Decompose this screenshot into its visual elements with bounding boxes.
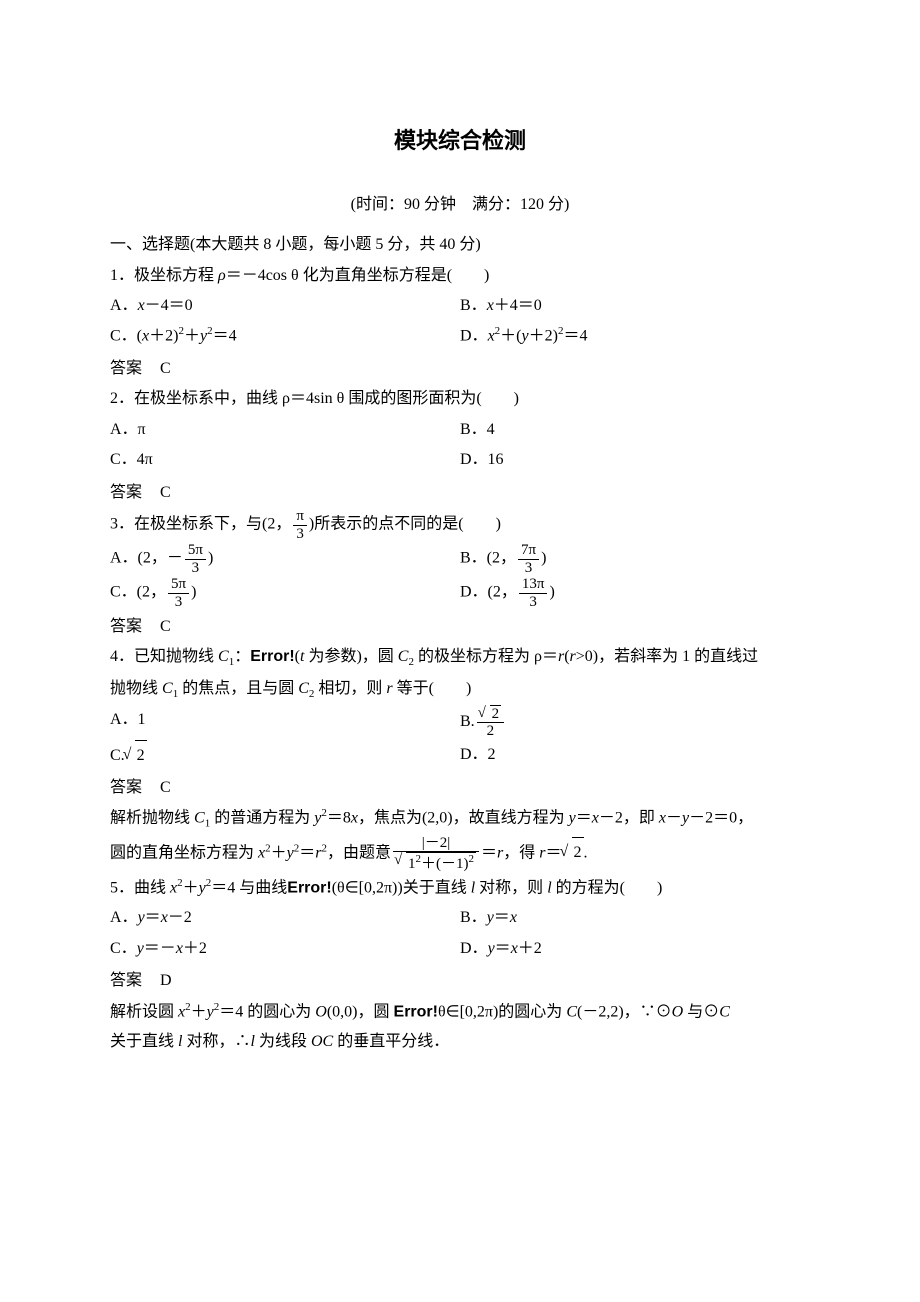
- q2-opt-b: B．4: [460, 415, 810, 445]
- q2-opt-d: D．16: [460, 445, 810, 475]
- q4-opt-d: D．2: [460, 740, 810, 771]
- q4-options: A．1 B.22 C.2 D．2: [110, 705, 810, 771]
- q5-opt-d: D．y＝x＋2: [460, 934, 810, 964]
- q4-stem-line2: 抛物线 C1 的焦点，且与圆 C2 相切，则 r 等于( ): [110, 674, 810, 705]
- q2-stem: 2．在极坐标系中，曲线 ρ＝4sin θ 围成的图形面积为( ): [110, 384, 810, 414]
- q5-jiexi-line2: 关于直线 l 对称，∴l 为线段 OC 的垂直平分线．: [110, 1027, 810, 1057]
- q1-stem: 1．极坐标方程 ρ＝－4cos θ 化为直角坐标方程是( ): [110, 261, 810, 291]
- q4-answer: 答案C: [110, 773, 810, 803]
- q4-jiexi-line1: 解析抛物线 C1 的普通方程为 y2＝8x，焦点为(2,0)，故直线方程为 y＝…: [110, 803, 810, 834]
- q1-answer: 答案C: [110, 354, 810, 384]
- q3-opt-b: B．(2，7π3): [460, 542, 810, 576]
- q3-options: A．(2，－5π3) B．(2，7π3) C．(2，5π3) D．(2，13π3…: [110, 542, 810, 610]
- q3-opt-c: C．(2，5π3): [110, 576, 460, 610]
- q5-stem: 5．曲线 x2＋y2＝4 与曲线Error!(θ∈[0,2π))关于直线 l 对…: [110, 873, 810, 904]
- q5-jiexi-line1: 解析设圆 x2＋y2＝4 的圆心为 O(0,0)，圆 Error!θ∈[0,2π…: [110, 997, 810, 1028]
- q5-options: A．y＝x－2 B．y＝x C．y＝－x＋2 D．y＝x＋2: [110, 903, 810, 964]
- q2-options: A．π B．4 C．4π D．16: [110, 415, 810, 476]
- q1-opt-c: C．(x＋2)2＋y2＝4: [110, 321, 460, 352]
- q3-stem: 3．在极坐标系下，与(2，π3)所表示的点不同的是( ): [110, 508, 810, 542]
- q3-opt-d: D．(2，13π3): [460, 576, 810, 610]
- q4-opt-a: A．1: [110, 705, 460, 740]
- q2-opt-a: A．π: [110, 415, 460, 445]
- q5-opt-c: C．y＝－x＋2: [110, 934, 460, 964]
- page-title: 模块综合检测: [110, 120, 810, 162]
- q3-answer: 答案C: [110, 612, 810, 642]
- q1-opt-d: D．x2＋(y＋2)2＝4: [460, 321, 810, 352]
- q3-opt-a: A．(2，－5π3): [110, 542, 460, 576]
- q5-opt-b: B．y＝x: [460, 903, 810, 933]
- q4-opt-c: C.2: [110, 740, 460, 771]
- q1-options: A．x－4＝0 B．x＋4＝0 C．(x＋2)2＋y2＝4 D．x2＋(y＋2)…: [110, 291, 810, 352]
- q5-opt-a: A．y＝x－2: [110, 903, 460, 933]
- q4-stem-line1: 4．已知抛物线 C1：Error!(t 为参数)，圆 C2 的极坐标方程为 ρ＝…: [110, 642, 810, 673]
- q2-opt-c: C．4π: [110, 445, 460, 475]
- q1-opt-a: A．x－4＝0: [110, 291, 460, 321]
- q4-jiexi-line2: 圆的直角坐标方程为 x2＋y2＝r2，由题意|－2|12＋(－1)2＝r，得 r…: [110, 835, 810, 873]
- q2-answer: 答案C: [110, 478, 810, 508]
- q4-opt-b: B.22: [460, 705, 810, 740]
- section-1-heading: 一、选择题(本大题共 8 小题，每小题 5 分，共 40 分): [110, 230, 810, 260]
- q5-answer: 答案D: [110, 966, 810, 996]
- q1-opt-b: B．x＋4＝0: [460, 291, 810, 321]
- subtitle: (时间：90 分钟 满分：120 分): [110, 190, 810, 220]
